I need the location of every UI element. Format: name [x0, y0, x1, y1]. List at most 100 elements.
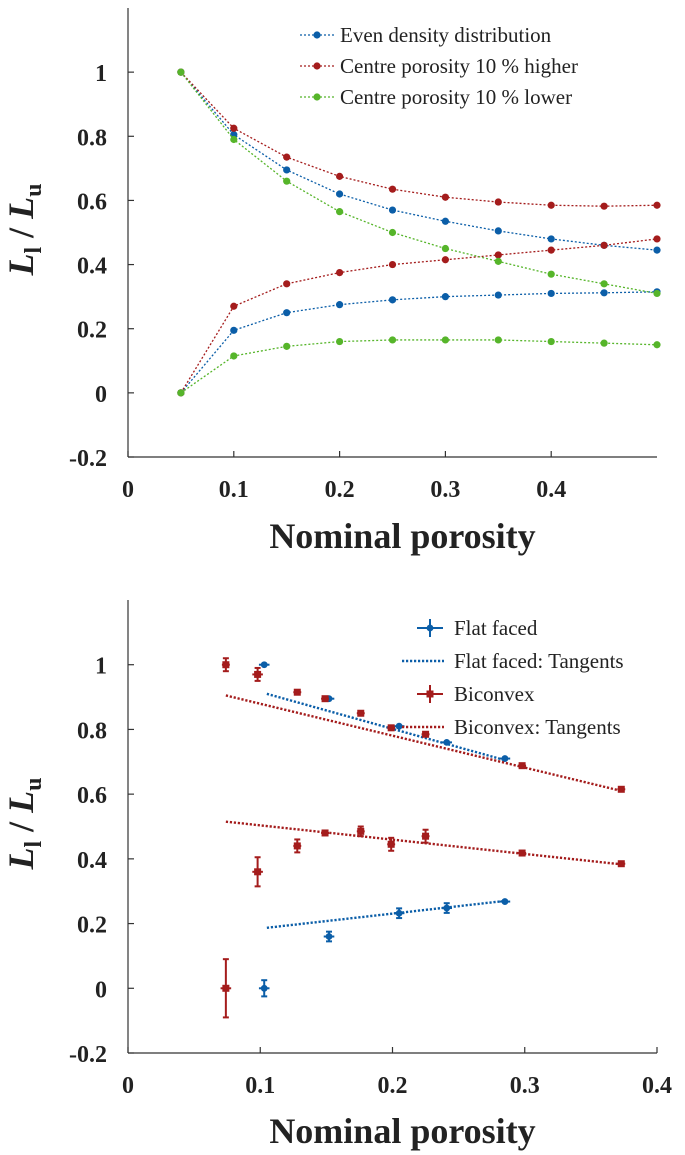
- data-point: [321, 829, 329, 837]
- data-point: [336, 337, 344, 346]
- data-point: [600, 280, 608, 288]
- x-tick-label: 0.1: [245, 1073, 275, 1099]
- data-point: [336, 268, 344, 277]
- data-point: [441, 336, 449, 344]
- data-point: [283, 153, 291, 161]
- data-point: [336, 301, 344, 309]
- data-point: [222, 984, 230, 992]
- y-axis-label-part: /: [1, 219, 41, 247]
- series-line: [180, 238, 658, 394]
- legend-marker: [426, 624, 434, 632]
- data-point: [547, 246, 555, 254]
- data-point: [388, 336, 397, 344]
- data-point: [388, 185, 397, 193]
- data-point: [653, 246, 661, 254]
- x-tick-label: 0: [122, 477, 134, 503]
- y-tick-label: 1: [95, 654, 107, 680]
- data-point: [388, 206, 397, 214]
- data-point: [441, 217, 449, 225]
- y-tick-label: 0.2: [77, 318, 107, 344]
- data-point: [283, 309, 291, 317]
- data-point: [617, 785, 625, 793]
- data-point: [441, 193, 449, 201]
- data-point: [388, 296, 397, 304]
- data-point: [177, 389, 185, 397]
- data-point: [293, 842, 301, 850]
- data-point: [230, 135, 238, 144]
- y-axis-label-part: L: [1, 197, 41, 220]
- chart-top: 0 0.1 0.2 0.3 0.4 -0.2 0 0.2 0.4 0.6 0.8 1 Nominal p…: [1, 8, 661, 556]
- data-point: [441, 293, 449, 301]
- y-tick-label: 0: [95, 382, 107, 408]
- data-point: [336, 208, 344, 216]
- series-line: [180, 339, 658, 394]
- data-point: [283, 342, 291, 350]
- data-point: [260, 984, 268, 992]
- data-point: [254, 868, 262, 876]
- data-point: [293, 688, 301, 696]
- data-point: [494, 227, 502, 235]
- legend-label: Centre porosity 10 % higher: [340, 54, 578, 78]
- data-point: [254, 670, 262, 678]
- data-point: [653, 289, 661, 298]
- y-axis-label-part: u: [21, 183, 47, 196]
- data-point: [230, 124, 238, 132]
- y-axis-label-part: l: [21, 247, 47, 254]
- legend-label: Flat faced: Tangents: [454, 649, 624, 673]
- y-tick-label: 0.6: [77, 783, 107, 809]
- data-point: [395, 722, 403, 730]
- y-tick-label: 1: [95, 61, 107, 87]
- data-point: [387, 840, 395, 848]
- data-point: [422, 730, 430, 738]
- data-point: [260, 661, 268, 669]
- y-tick-label: 0.8: [77, 718, 107, 744]
- data-point: [547, 270, 555, 278]
- data-point: [547, 201, 555, 209]
- data-point: [600, 289, 608, 297]
- y-axis-label: Ll / Lu: [1, 183, 47, 276]
- y-tick-label: 0.2: [77, 913, 107, 939]
- y-tick-label: 0.6: [77, 189, 107, 215]
- chart-bottom: 0 0.1 0.2 0.3 0.4 -0.2 0 0.2 0.4 0.6 0.8 1 Nominal p…: [1, 600, 672, 1151]
- data-point: [600, 202, 608, 210]
- tangent-line: [225, 694, 622, 793]
- x-tick-label: 0.3: [510, 1073, 540, 1099]
- data-point: [336, 190, 344, 198]
- y-axis-label: Ll / Lu: [1, 777, 47, 870]
- data-point: [653, 201, 661, 209]
- data-point: [222, 661, 230, 669]
- legend-marker: [313, 31, 321, 39]
- data-point: [494, 198, 502, 206]
- data-point: [600, 241, 608, 249]
- x-axis-label: Nominal porosity: [269, 1111, 535, 1151]
- y-tick-label: 0: [95, 977, 107, 1003]
- series-line: [180, 291, 658, 394]
- y-tick-label: -0.2: [69, 1042, 107, 1068]
- data-point: [441, 244, 449, 253]
- data-point: [388, 260, 397, 269]
- legend-label: Biconvex: Tangents: [454, 715, 621, 739]
- legend-label: Even density distribution: [340, 23, 552, 47]
- x-tick-label: 0.3: [430, 477, 460, 503]
- x-axis-label: Nominal porosity: [269, 516, 535, 556]
- data-point: [501, 898, 509, 905]
- y-axis-label-part: u: [21, 777, 47, 790]
- data-point: [547, 235, 555, 243]
- x-tick-label: 0: [122, 1073, 134, 1099]
- data-point: [547, 289, 555, 298]
- data-point: [325, 933, 333, 940]
- data-point: [518, 762, 526, 770]
- x-tick-label: 0.2: [325, 477, 355, 503]
- legend-marker: [313, 62, 321, 70]
- data-point: [547, 337, 555, 346]
- data-point: [230, 326, 238, 334]
- data-point: [357, 709, 365, 717]
- data-point: [494, 251, 502, 259]
- data-point: [230, 302, 238, 310]
- data-point: [321, 695, 329, 703]
- x-tick-label: 0.1: [219, 477, 249, 503]
- data-point: [230, 352, 238, 360]
- data-point: [283, 166, 291, 174]
- legend-marker: [426, 690, 434, 698]
